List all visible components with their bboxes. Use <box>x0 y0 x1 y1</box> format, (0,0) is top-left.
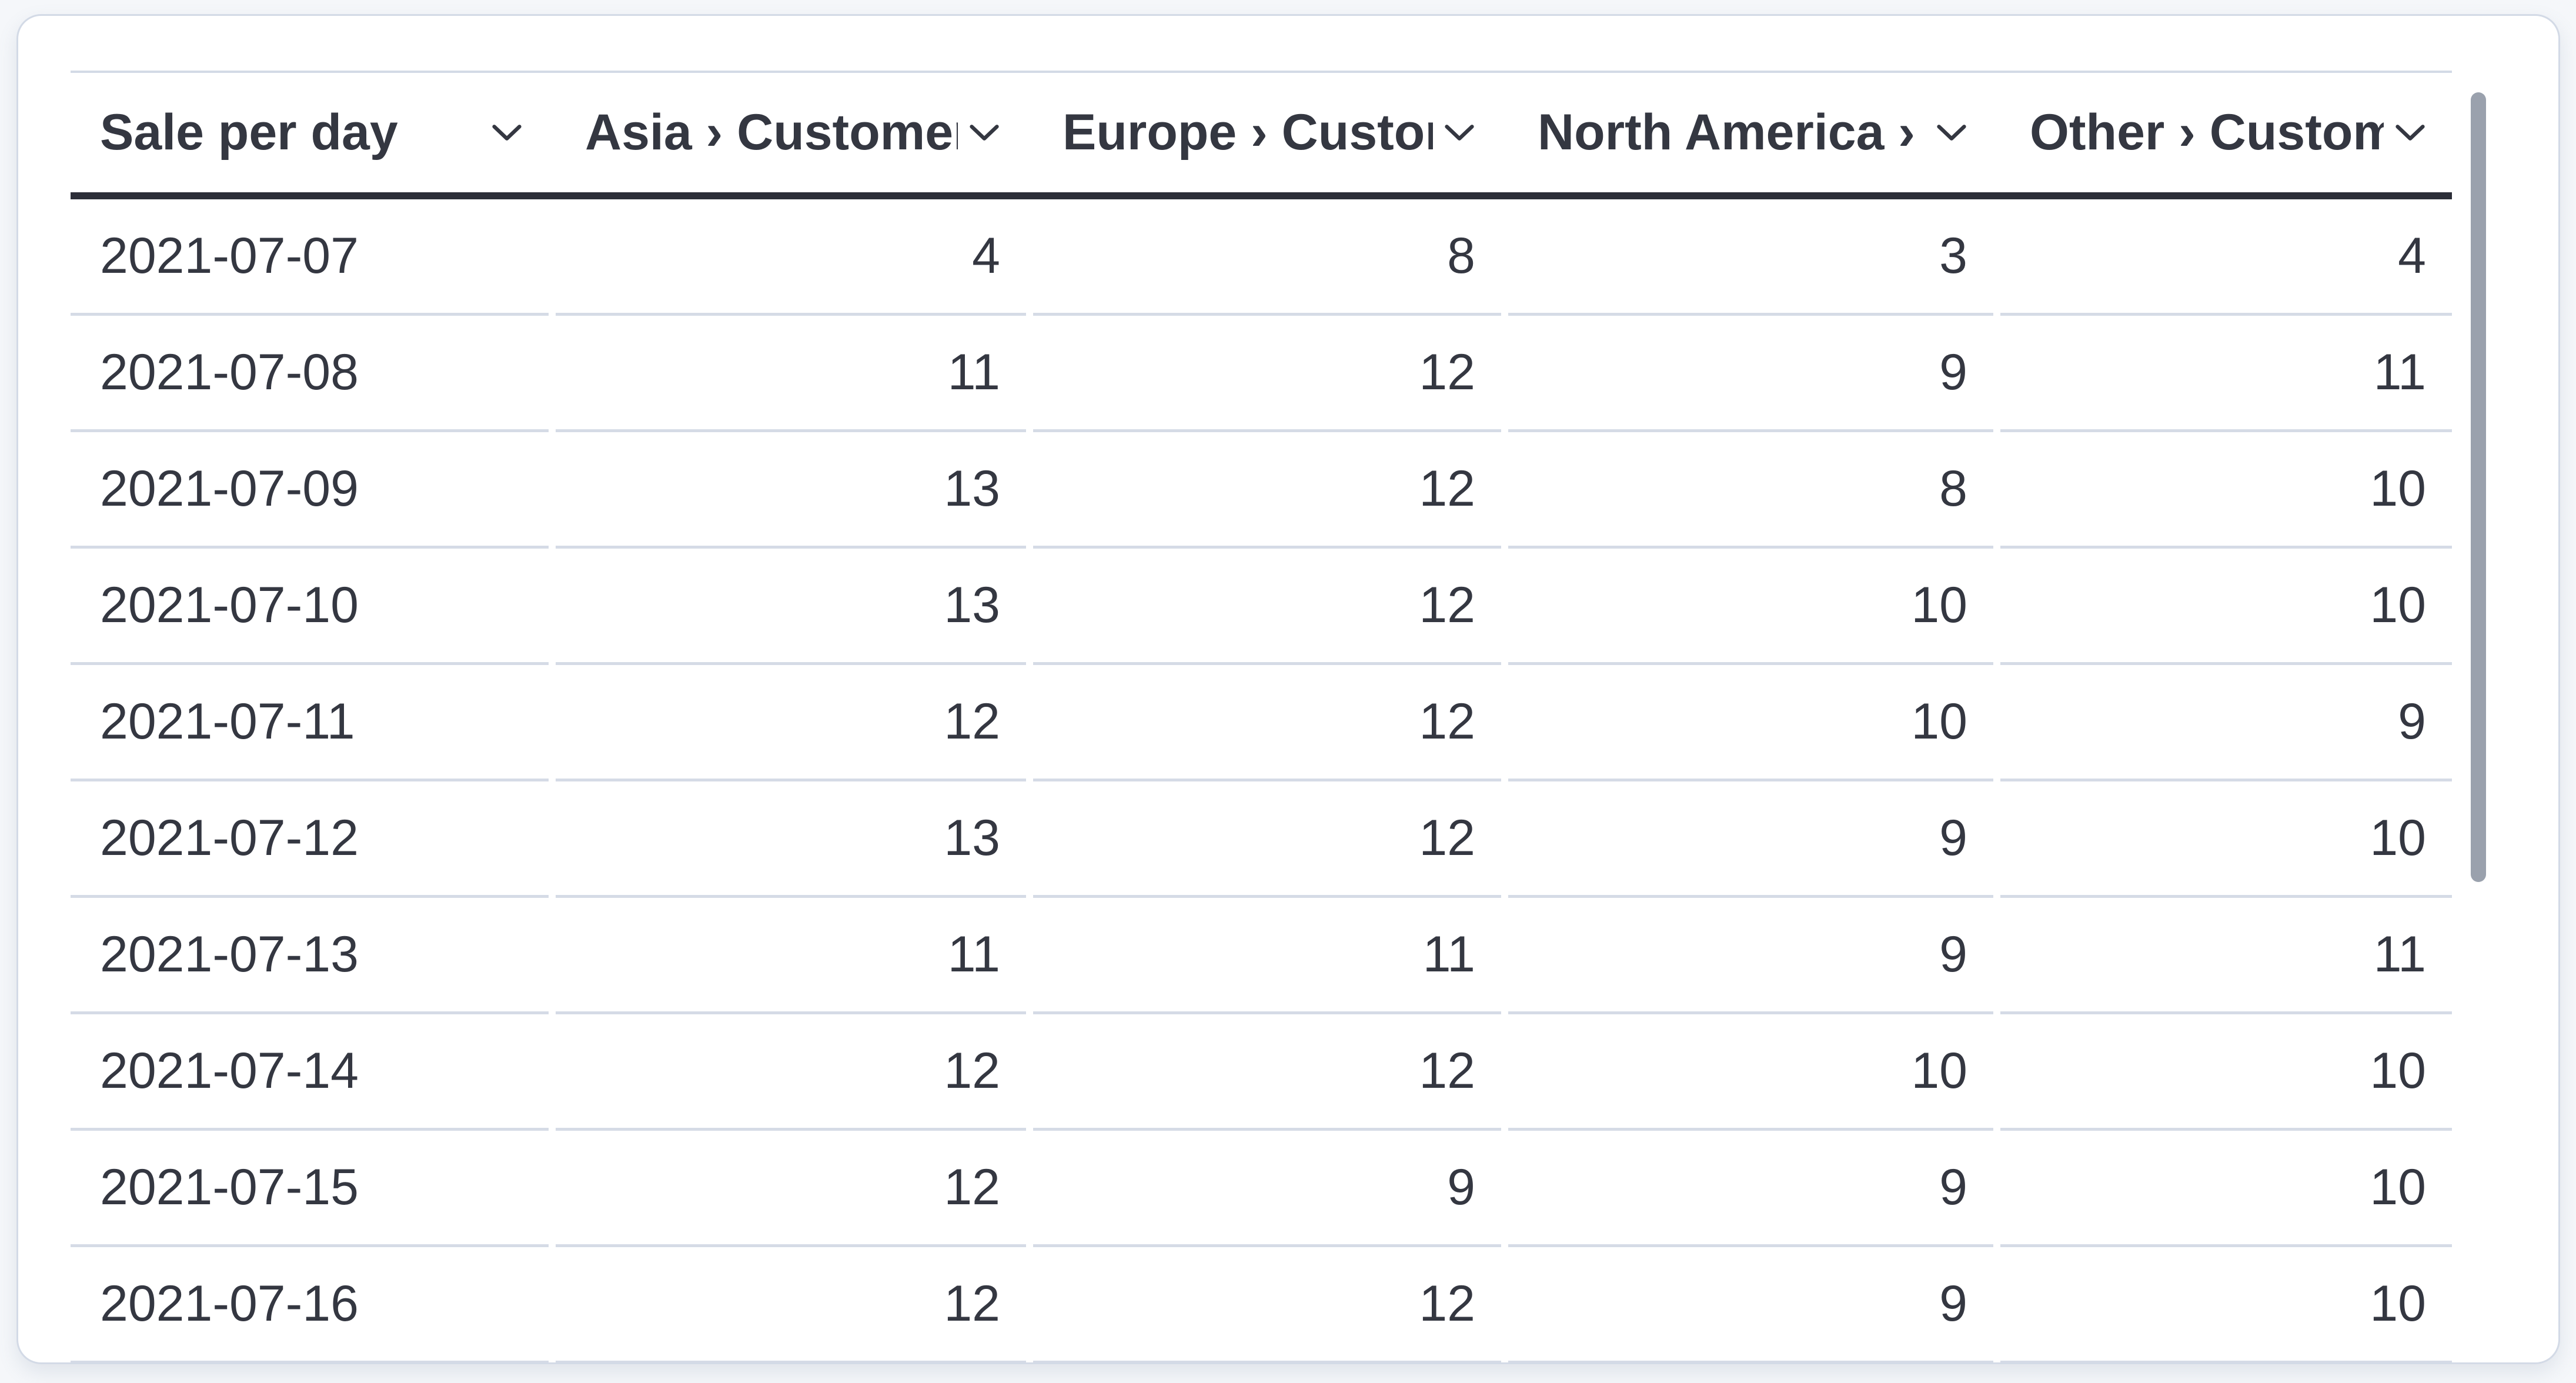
cell-north_america: 9 <box>1508 1131 1993 1247</box>
cell-date: 2021-07-11 <box>71 665 549 781</box>
cell-north_america: 9 <box>1508 781 1993 898</box>
table-row: 2021-07-11 12 12 10 9 <box>71 665 2452 781</box>
column-header-label: North America › Customers <box>1538 104 1925 161</box>
cell-other: 9 <box>2000 665 2452 781</box>
cell-europe: 12 <box>1033 781 1501 898</box>
cell-date: 2021-07-12 <box>71 781 549 898</box>
chevron-down-icon <box>491 124 523 142</box>
cell-other: 10 <box>2000 549 2452 665</box>
cell-europe: 12 <box>1033 665 1501 781</box>
chevron-down-icon <box>1936 124 1967 142</box>
cell-europe: 8 <box>1033 199 1501 316</box>
vertical-scrollbar-thumb[interactable] <box>2471 92 2486 882</box>
column-header-date[interactable]: Sale per day <box>71 73 549 192</box>
table-row: 2021-07-15 12 9 9 10 <box>71 1131 2452 1247</box>
table-row: 2021-07-12 13 12 9 10 <box>71 781 2452 898</box>
table-header-row: Sale per day Asia › Customers Europe › Cus… <box>71 71 2452 199</box>
cell-asia: 12 <box>556 1014 1026 1131</box>
cell-asia: 4 <box>556 199 1026 316</box>
cell-europe: 12 <box>1033 1247 1501 1362</box>
table-row: 2021-07-13 11 11 9 11 <box>71 898 2452 1014</box>
column-header-other[interactable]: Other › Customers <box>2000 73 2452 192</box>
column-header-asia[interactable]: Asia › Customers <box>556 73 1026 192</box>
cell-europe: 12 <box>1033 316 1501 432</box>
cell-date: 2021-07-16 <box>71 1247 549 1362</box>
cell-date: 2021-07-09 <box>71 432 549 549</box>
cell-asia: 12 <box>556 665 1026 781</box>
cell-europe: 11 <box>1033 898 1501 1014</box>
chevron-down-icon <box>1444 124 1475 142</box>
cell-asia: 11 <box>556 898 1026 1014</box>
cell-north_america: 9 <box>1508 1247 1993 1362</box>
cell-other: 10 <box>2000 1247 2452 1362</box>
column-header-europe[interactable]: Europe › Customers <box>1033 73 1501 192</box>
cell-north_america: 9 <box>1508 316 1993 432</box>
cell-asia: 11 <box>556 316 1026 432</box>
cell-north_america: 8 <box>1508 432 1993 549</box>
cell-date: 2021-07-10 <box>71 549 549 665</box>
cell-date: 2021-07-15 <box>71 1131 549 1247</box>
column-header-label: Asia › Customers <box>585 104 958 161</box>
cell-other: 10 <box>2000 432 2452 549</box>
cell-north_america: 10 <box>1508 665 1993 781</box>
cell-date: 2021-07-13 <box>71 898 549 1014</box>
table-row: 2021-07-09 13 12 8 10 <box>71 432 2452 549</box>
cell-north_america: 9 <box>1508 898 1993 1014</box>
chevron-down-icon <box>968 124 1000 142</box>
cell-europe: 9 <box>1033 1131 1501 1247</box>
cell-europe: 12 <box>1033 549 1501 665</box>
cell-other: 10 <box>2000 781 2452 898</box>
cell-north_america: 10 <box>1508 549 1993 665</box>
table-row: 2021-07-16 12 12 9 10 <box>71 1247 2452 1362</box>
cell-north_america: 10 <box>1508 1014 1993 1131</box>
table-row: 2021-07-10 13 12 10 10 <box>71 549 2452 665</box>
cell-other: 11 <box>2000 898 2452 1014</box>
cell-other: 11 <box>2000 316 2452 432</box>
cell-date: 2021-07-07 <box>71 199 549 316</box>
cell-asia: 12 <box>556 1131 1026 1247</box>
data-table-card: Sale per day Asia › Customers Europe › Cus… <box>16 14 2560 1364</box>
table-body: 2021-07-07 4 8 3 4 2021-07-08 11 12 9 11 2021-07-0… <box>71 199 2452 1362</box>
table-row: 2021-07-14 12 12 10 10 <box>71 1014 2452 1131</box>
table-row: 2021-07-08 11 12 9 11 <box>71 316 2452 432</box>
column-header-label: Sale per day <box>100 104 398 161</box>
table-row: 2021-07-07 4 8 3 4 <box>71 199 2452 316</box>
cell-asia: 13 <box>556 432 1026 549</box>
cell-europe: 12 <box>1033 1014 1501 1131</box>
cell-other: 10 <box>2000 1131 2452 1247</box>
cell-date: 2021-07-08 <box>71 316 549 432</box>
column-header-label: Europe › Customers <box>1063 104 1433 161</box>
cell-asia: 12 <box>556 1247 1026 1362</box>
column-header-north_america[interactable]: North America › Customers <box>1508 73 1993 192</box>
cell-asia: 13 <box>556 549 1026 665</box>
cell-other: 10 <box>2000 1014 2452 1131</box>
cell-europe: 12 <box>1033 432 1501 549</box>
cell-date: 2021-07-14 <box>71 1014 549 1131</box>
column-header-label: Other › Customers <box>2030 104 2384 161</box>
chevron-down-icon <box>2394 124 2426 142</box>
cell-other: 4 <box>2000 199 2452 316</box>
cell-north_america: 3 <box>1508 199 1993 316</box>
sale-per-day-table: Sale per day Asia › Customers Europe › Cus… <box>71 71 2452 1362</box>
cell-asia: 13 <box>556 781 1026 898</box>
